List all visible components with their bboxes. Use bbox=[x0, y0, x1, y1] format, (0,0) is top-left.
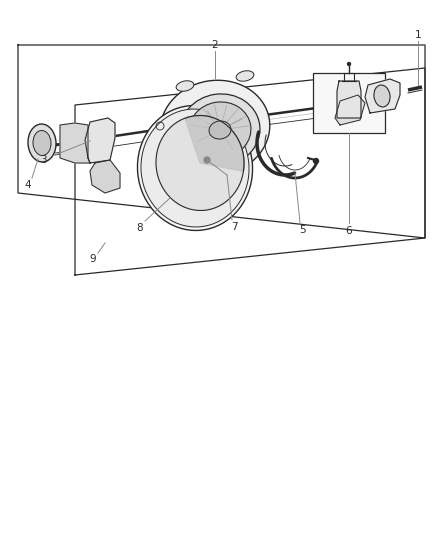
Ellipse shape bbox=[236, 71, 253, 81]
Text: 9: 9 bbox=[89, 254, 96, 264]
Text: 2: 2 bbox=[211, 40, 218, 50]
Text: 6: 6 bbox=[345, 226, 352, 236]
Polygon shape bbox=[336, 81, 360, 118]
Circle shape bbox=[204, 157, 209, 163]
Polygon shape bbox=[90, 160, 120, 193]
Ellipse shape bbox=[176, 81, 194, 91]
Ellipse shape bbox=[141, 109, 248, 227]
Text: 3: 3 bbox=[39, 155, 46, 165]
Text: 8: 8 bbox=[136, 223, 143, 233]
Ellipse shape bbox=[373, 85, 389, 107]
Ellipse shape bbox=[155, 116, 244, 211]
Bar bbox=[312, 73, 384, 133]
Polygon shape bbox=[60, 123, 90, 163]
Polygon shape bbox=[85, 118, 115, 163]
Text: 7: 7 bbox=[230, 222, 237, 232]
Ellipse shape bbox=[28, 124, 56, 162]
Ellipse shape bbox=[33, 131, 51, 156]
Ellipse shape bbox=[189, 102, 251, 158]
Text: 1: 1 bbox=[414, 30, 420, 40]
Circle shape bbox=[313, 158, 318, 164]
Polygon shape bbox=[184, 116, 244, 171]
Ellipse shape bbox=[160, 80, 269, 176]
Polygon shape bbox=[334, 95, 364, 125]
Polygon shape bbox=[175, 127, 184, 137]
Ellipse shape bbox=[180, 94, 259, 166]
Circle shape bbox=[347, 62, 350, 66]
Ellipse shape bbox=[208, 121, 230, 139]
Polygon shape bbox=[364, 79, 399, 113]
Ellipse shape bbox=[137, 106, 252, 230]
Text: 5: 5 bbox=[299, 225, 306, 235]
Text: 4: 4 bbox=[25, 180, 31, 190]
